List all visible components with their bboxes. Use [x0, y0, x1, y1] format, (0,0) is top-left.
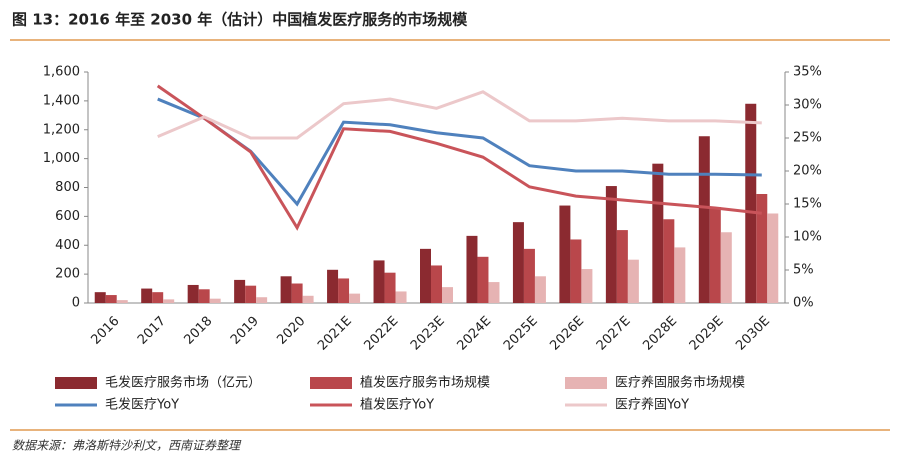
bar	[187, 284, 199, 303]
legend-label: 医疗养固YoY	[615, 397, 689, 413]
line	[156, 84, 762, 231]
x-tick-label: 2018	[181, 314, 215, 348]
legend-label: 毛发医疗服务市场（亿元）	[105, 375, 261, 391]
legend-swatch	[55, 377, 97, 389]
y-tick-label: 800	[55, 180, 80, 195]
bar	[256, 297, 268, 303]
x-tick-label: 2029E	[687, 314, 727, 354]
bar	[373, 260, 385, 303]
bar	[94, 292, 106, 303]
bar	[512, 222, 524, 303]
x-tick-label: 2022E	[362, 314, 402, 354]
x-tick-label: 2020	[274, 314, 308, 348]
x-tick-label: 2027E	[594, 314, 634, 354]
bar	[627, 259, 639, 303]
bar	[395, 291, 407, 303]
bar	[105, 295, 117, 303]
source: 数据来源：弗洛斯特沙利文，西南证券整理	[12, 439, 242, 453]
bar	[663, 219, 675, 303]
line	[157, 90, 762, 140]
y-tick-label: 1,000	[43, 151, 80, 166]
bar	[652, 163, 664, 303]
bar	[674, 247, 686, 303]
bar	[349, 293, 361, 303]
line	[157, 97, 762, 207]
legend-label: 植发医疗服务市场规模	[360, 375, 490, 391]
x-tick-label: 2028E	[640, 314, 680, 354]
x-tick-label: 2016	[89, 314, 123, 348]
legend-label: 毛发医疗YoY	[105, 397, 179, 413]
bar	[163, 299, 175, 303]
y-tick-label: 400	[55, 238, 80, 253]
bar	[116, 300, 128, 303]
bar	[745, 103, 757, 303]
bar	[570, 239, 582, 303]
x-tick-label: 2026E	[547, 314, 587, 354]
y-tick-label: 1,600	[43, 65, 80, 80]
bar	[141, 288, 153, 303]
bar	[280, 276, 292, 303]
y-tick-label: 1,200	[43, 122, 80, 137]
x-tick-label: 2017	[135, 314, 169, 348]
bar	[384, 272, 396, 303]
x-tick-label: 2019	[228, 314, 262, 348]
x-tick-label: 2023E	[408, 314, 448, 354]
x-tick-label: 2024E	[454, 314, 494, 354]
bar	[477, 256, 489, 303]
legend-swatch	[565, 377, 607, 389]
bar	[756, 193, 768, 303]
bar	[559, 205, 571, 303]
bar	[234, 279, 246, 303]
y-tick-label: 200	[55, 267, 80, 282]
bar	[198, 289, 210, 303]
bar	[698, 136, 710, 303]
bar	[581, 269, 593, 303]
legend-label: 医疗养固服务市场规模	[615, 375, 745, 391]
bar	[488, 282, 500, 303]
bar	[466, 235, 478, 303]
y2-tick-label: 5%	[793, 263, 814, 278]
chart-title: 图 13：2016 年至 2030 年（估计）中国植发医疗服务的市场规模	[12, 11, 468, 29]
y2-tick-label: 25%	[793, 131, 822, 146]
x-tick-label: 2025E	[501, 314, 541, 354]
y2-tick-label: 15%	[793, 197, 822, 212]
bar	[338, 278, 350, 303]
bar	[709, 206, 721, 303]
x-tick-label: 2030E	[733, 314, 773, 354]
bar	[291, 283, 303, 303]
y2-tick-label: 10%	[793, 230, 822, 245]
y2-tick-label: 0%	[793, 296, 814, 311]
bar	[616, 230, 628, 303]
bar	[720, 232, 732, 303]
legend-swatch	[310, 377, 352, 389]
bar	[442, 287, 453, 303]
bar	[302, 295, 314, 303]
bar	[327, 269, 339, 303]
x-tick-label: 2021E	[315, 314, 355, 354]
bar	[152, 292, 164, 303]
bar	[534, 276, 546, 303]
y-tick-label: 1,400	[43, 93, 80, 108]
y-tick-label: 600	[55, 209, 80, 224]
y-tick-label: 0	[72, 296, 80, 311]
bar	[523, 248, 535, 303]
y2-tick-label: 30%	[793, 98, 822, 113]
bar	[245, 285, 257, 303]
bar	[767, 213, 779, 303]
bar	[420, 248, 431, 303]
y2-tick-label: 35%	[793, 65, 822, 80]
y2-tick-label: 20%	[793, 164, 822, 179]
legend-label: 植发医疗YoY	[360, 397, 434, 413]
bar	[209, 298, 221, 303]
bar	[605, 186, 617, 303]
bar	[431, 265, 442, 303]
